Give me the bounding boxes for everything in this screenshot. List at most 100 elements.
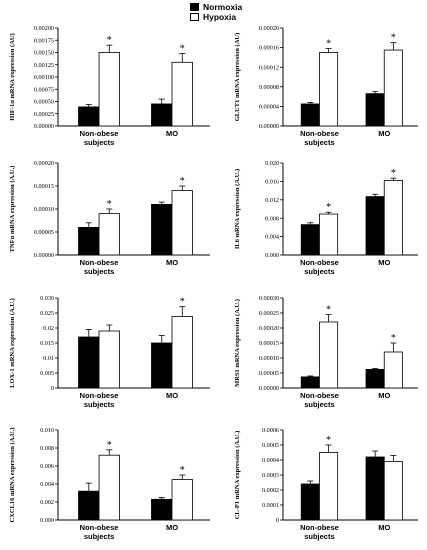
bar-hypoxia-2	[383, 461, 403, 521]
bar-normoxia-1	[300, 376, 320, 389]
chart-panel-8: 0 0.0001 0.0002 0.0003 0.0004 0.0005 0.0006 CL-…	[234, 427, 418, 541]
significance-star: *	[107, 440, 112, 451]
y-tick-label: 0.008	[40, 445, 54, 452]
category-label: Non-obese subjects	[300, 523, 339, 541]
category-label-line: Non-obese	[80, 523, 119, 532]
y-axis-label: HIF-1α mRNA expression (AU)	[9, 33, 16, 120]
y-tick-label: 0.0004	[262, 457, 279, 464]
category-label: MO	[378, 129, 390, 138]
y-tick-label: 0.00000	[34, 252, 54, 259]
y-tick-label: 0.008	[265, 215, 279, 222]
bar-hypoxia-1	[98, 454, 120, 521]
y-tick-label: 0.00125	[34, 62, 54, 69]
y-axis-label: IL6 mRNA expression (A.U.)	[234, 169, 241, 249]
chart-panel-1: 0.00000 0.00025 0.00050 0.00075 0.00100 0.001…	[9, 25, 210, 147]
y-axis-label: CXCL16 mRNA expression (A.U.)	[9, 427, 16, 522]
y-tick-label: 0.02	[43, 325, 54, 332]
y-tick-label: 0.005	[40, 370, 54, 377]
category-label: Non-obese subjects	[80, 258, 119, 276]
bar-normoxia-1	[78, 226, 100, 256]
bar-normoxia-2	[151, 342, 173, 389]
bar-hypoxia-2	[383, 49, 403, 127]
y-tick-label: 0.006	[40, 463, 54, 470]
y-axis-label: MRS1 mRNA expression (A.U.)	[234, 299, 241, 387]
y-tick-label: 0.00010	[259, 355, 279, 362]
category-label-line: Non-obese	[300, 129, 339, 138]
y-tick-label: 0.0002	[262, 487, 279, 494]
bar-hypoxia-1	[319, 52, 339, 127]
category-label-line: Non-obese	[80, 258, 119, 267]
y-tick-label: 0.00050	[34, 99, 54, 106]
category-label: MO	[166, 129, 178, 138]
category-label: MO	[378, 391, 390, 400]
bar-hypoxia-2	[383, 351, 403, 389]
category-label-line: subjects	[304, 138, 334, 147]
significance-star: *	[326, 39, 331, 50]
category-label: Non-obese subjects	[300, 391, 339, 409]
significance-star: *	[391, 333, 396, 344]
significance-star: *	[180, 465, 185, 476]
category-label-line: subjects	[304, 400, 334, 409]
legend-item-hypoxia: Hypoxia	[190, 12, 242, 22]
bar-hypoxia-1	[319, 321, 339, 389]
category-label: Non-obese subjects	[300, 258, 339, 276]
significance-star: *	[107, 199, 112, 210]
y-tick-label: 0.010	[40, 427, 54, 434]
y-tick-label: 0.00020	[34, 160, 54, 167]
y-tick-label: 0.00025	[34, 111, 54, 118]
bar-hypoxia-1	[98, 213, 120, 256]
bar-normoxia-1	[300, 103, 320, 127]
category-label-line: Non-obese	[300, 391, 339, 400]
y-tick-label: 0.015	[40, 340, 54, 347]
category-label: MO	[166, 523, 178, 532]
chart-panel-4: 0.000 0.004 0.008 0.012 0.016 0.020 IL6 mRNA e…	[234, 160, 418, 276]
hypoxia-swatch	[190, 13, 199, 21]
y-tick-label: 0.00150	[34, 50, 54, 57]
y-tick-label: 0.00000	[259, 385, 279, 392]
bar-normoxia-2	[365, 93, 385, 127]
category-label-line: Non-obese	[80, 129, 119, 138]
bar-hypoxia-2	[171, 479, 193, 521]
y-tick-label: 0.00010	[34, 206, 54, 213]
y-axis-label: TNFα mRNA expression (A.U.)	[9, 166, 16, 253]
category-label-line: subjects	[304, 532, 334, 541]
chart-panel-2: 0.00000 0.00004 0.00008 0.00012 0.00016 0.000…	[234, 25, 418, 147]
significance-star: *	[326, 202, 331, 213]
y-axis-label: CL-P1 mRNA expression (A.U.)	[234, 431, 241, 520]
y-tick-label: 0.00100	[34, 74, 54, 81]
y-tick-label: 0.00012	[259, 64, 279, 71]
category-label-line: Non-obese	[300, 523, 339, 532]
y-tick-label: 0.00020	[259, 325, 279, 332]
bar-hypoxia-1	[98, 52, 120, 127]
significance-star: *	[391, 168, 396, 179]
y-tick-label: 0.00200	[34, 25, 54, 32]
significance-star: *	[180, 297, 185, 308]
y-tick-label: 0.01	[43, 355, 54, 362]
category-label-line: subjects	[84, 400, 114, 409]
bar-hypoxia-1	[319, 452, 339, 521]
normoxia-swatch	[190, 3, 199, 11]
category-label-line: Non-obese	[300, 258, 339, 267]
legend: Normoxia Hypoxia	[190, 2, 242, 22]
bar-hypoxia-2	[171, 316, 193, 389]
y-tick-label: 0.0005	[262, 442, 279, 449]
chart-panel-7: 0.000 0.002 0.004 0.006 0.008 0.010 CXCL16 mRN…	[9, 427, 210, 541]
bar-normoxia-1	[78, 490, 100, 521]
category-label: MO	[378, 258, 390, 267]
bar-hypoxia-2	[171, 61, 193, 127]
y-tick-label: 0.00005	[34, 229, 54, 236]
y-tick-label: 0.00000	[34, 123, 54, 130]
bar-normoxia-2	[365, 196, 385, 256]
legend-label-hypoxia: Hypoxia	[203, 12, 237, 22]
significance-star: *	[326, 305, 331, 316]
bar-normoxia-1	[78, 106, 100, 127]
bar-normoxia-2	[365, 456, 385, 521]
category-label: Non-obese subjects	[80, 523, 119, 541]
bar-hypoxia-2	[383, 180, 403, 256]
category-label-line: subjects	[84, 138, 114, 147]
y-tick-label: 0.012	[265, 197, 279, 204]
y-tick-label: 0.00175	[34, 37, 54, 44]
bar-hypoxia-1	[98, 330, 120, 389]
significance-star: *	[326, 435, 331, 446]
